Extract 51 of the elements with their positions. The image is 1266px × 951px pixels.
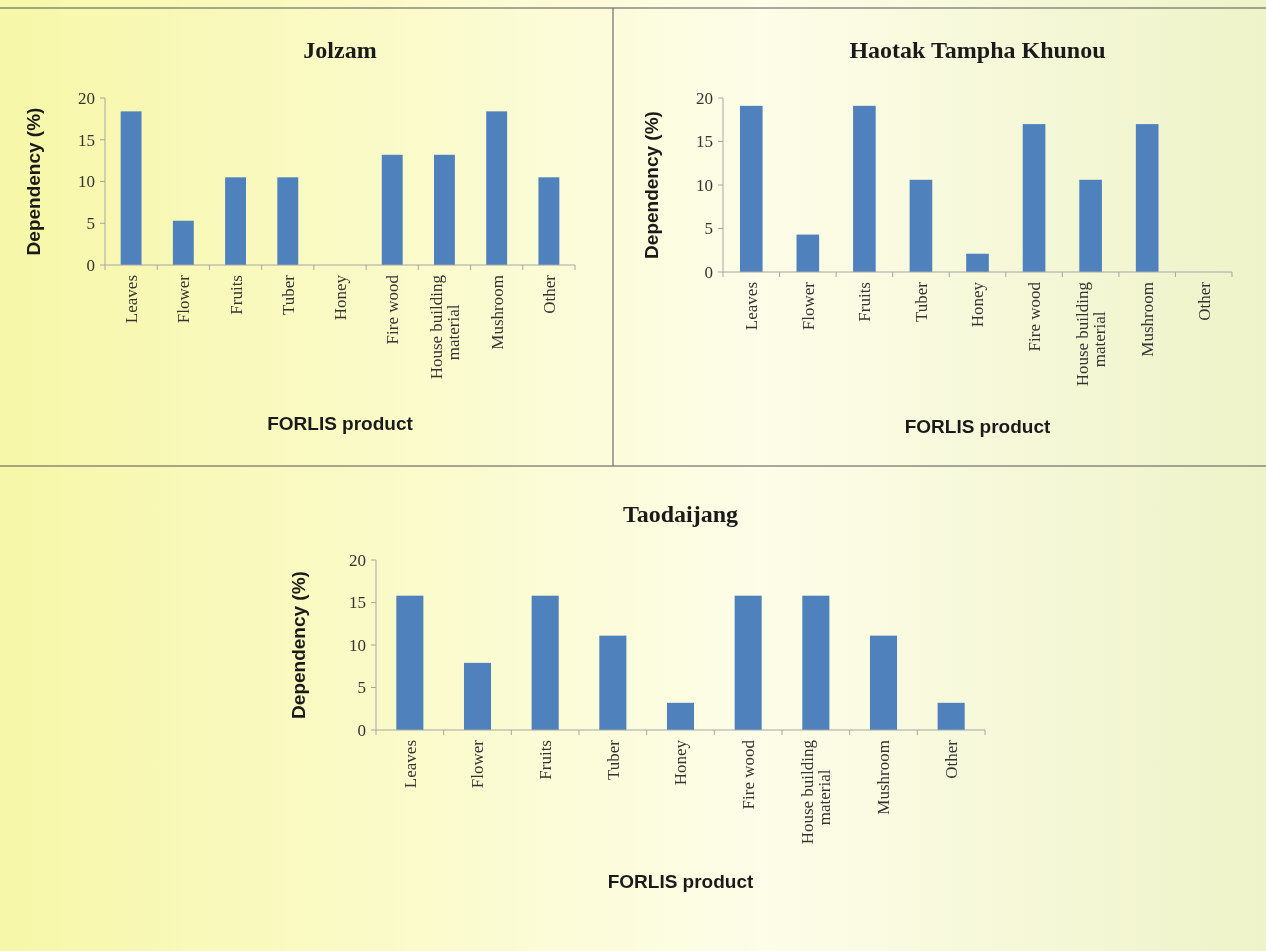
x-tick-label: Mushroom — [1138, 282, 1158, 357]
x-tick-label: Honey — [968, 281, 988, 328]
x-tick-label: Fruits — [226, 275, 246, 315]
x-tick-label: House building material — [426, 274, 463, 380]
x-tick-label: House building material — [1073, 281, 1110, 387]
x-tick-label: Other — [942, 739, 962, 779]
x-tick-label: Fruits — [536, 740, 556, 780]
y-tick-label: 10 — [349, 635, 366, 655]
x-tick-label: Flower — [174, 274, 194, 324]
x-tick-label: House building material — [798, 739, 835, 845]
y-tick-label: 15 — [696, 132, 713, 152]
x-tick-label: Honey — [671, 739, 691, 786]
x-tick-label: Fire wood — [739, 739, 759, 810]
y-tick-label: 5 — [86, 214, 95, 234]
x-tick-label: Fire wood — [1025, 281, 1045, 352]
x-tick-label: Other — [1194, 281, 1214, 321]
x-tick-label: Flower — [798, 281, 818, 331]
y-axis-title: Dependency (%) — [641, 111, 662, 259]
x-axis-title: FORLIS product — [904, 416, 1051, 437]
x-tick-label: Leaves — [122, 275, 142, 324]
chart-title: Taodaijang — [622, 501, 739, 527]
y-tick-label: 15 — [78, 130, 95, 150]
x-tick-label: Other — [539, 274, 559, 314]
x-tick-label: Mushroom — [874, 740, 894, 815]
y-tick-label: 10 — [696, 175, 713, 195]
y-tick-label: 20 — [349, 550, 366, 570]
y-tick-label: 5 — [357, 678, 366, 698]
y-tick-label: 0 — [704, 262, 713, 282]
y-tick-label: 15 — [349, 593, 366, 613]
chart-title: Haotak Tampha Khunou — [849, 37, 1106, 63]
y-tick-label: 0 — [357, 720, 366, 740]
y-tick-label: 10 — [78, 172, 95, 192]
y-axis-title: Dependency (%) — [23, 107, 44, 256]
x-tick-label: Leaves — [400, 740, 420, 789]
x-tick-label: Leaves — [742, 282, 762, 331]
y-tick-label: 20 — [78, 88, 95, 108]
x-tick-label: Flower — [468, 739, 488, 789]
x-tick-label: Fruits — [855, 282, 875, 322]
x-tick-label: Tuber — [278, 274, 298, 315]
y-tick-label: 5 — [704, 219, 713, 239]
x-tick-label: Tuber — [911, 281, 931, 322]
x-tick-label: Fire wood — [383, 274, 403, 345]
x-tick-label: Tuber — [603, 739, 623, 780]
x-tick-label: Honey — [330, 274, 350, 321]
chart-title: Jolzam — [303, 37, 377, 63]
y-axis-title: Dependency (%) — [288, 571, 309, 719]
x-axis-title: FORLIS product — [267, 413, 414, 434]
x-axis-title: FORLIS product — [607, 871, 754, 892]
y-tick-label: 20 — [696, 88, 713, 108]
x-tick-label: Mushroom — [487, 275, 507, 350]
y-tick-label: 0 — [86, 255, 95, 275]
